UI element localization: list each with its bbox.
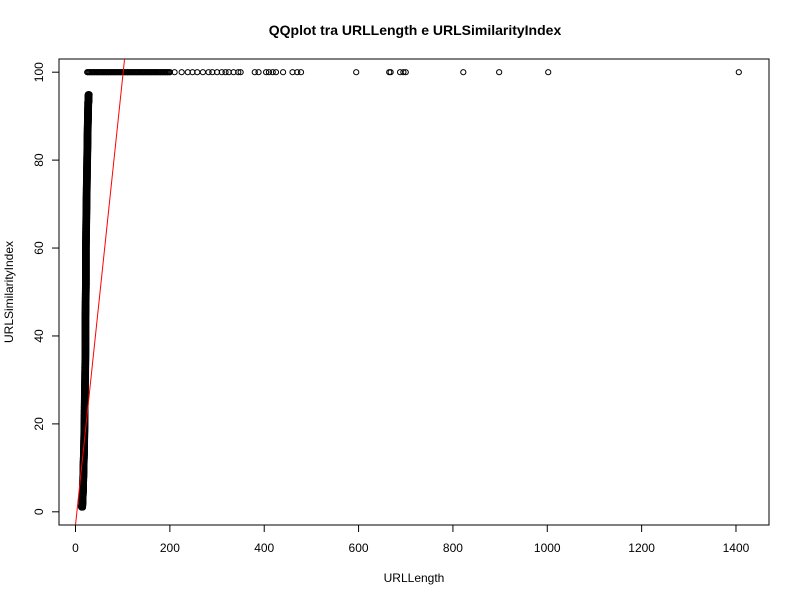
data-point [735, 69, 742, 76]
x-tick-label: 0 [72, 541, 79, 555]
data-point [545, 69, 552, 76]
data-point [263, 69, 270, 76]
x-axis: 0 200 400 600 800 1000 1200 1400 [72, 524, 750, 555]
data-point [353, 69, 360, 76]
data-point [235, 69, 242, 76]
x-tick-label: 600 [349, 541, 369, 555]
x-tick-label: 1000 [534, 541, 561, 555]
data-point [272, 69, 280, 76]
data-point [178, 69, 185, 76]
data-point [279, 69, 287, 76]
plot-frame [58, 58, 770, 526]
y-tick-label: 100 [32, 62, 46, 82]
y-tick-label: 80 [32, 153, 46, 167]
data-point [460, 69, 467, 76]
data-point [85, 90, 92, 98]
data-point [218, 69, 225, 76]
data-point [496, 69, 503, 76]
data-point [205, 69, 212, 76]
data-point [297, 69, 305, 76]
data-point [265, 69, 273, 76]
reference-line [75, 59, 126, 525]
x-tick-label: 1400 [723, 541, 750, 555]
y-axis-label: URLSimilarityIndex [2, 241, 16, 343]
y-tick-label: 40 [32, 329, 46, 343]
y-tick-label: 20 [32, 417, 46, 431]
data-point [222, 69, 229, 76]
data-point [255, 69, 262, 76]
plot-area [75, 59, 742, 525]
data-point [294, 69, 301, 76]
data-point [387, 69, 394, 76]
data-point [166, 69, 173, 76]
data-point [269, 69, 276, 76]
y-tick-label: 0 [32, 508, 46, 515]
y-axis: 0 20 40 60 80 100 [32, 62, 60, 515]
data-point [237, 69, 244, 76]
data-point [251, 69, 258, 76]
x-tick-label: 200 [160, 541, 180, 555]
data-point [402, 69, 409, 76]
x-tick-label: 400 [254, 541, 274, 555]
x-axis-label: URLLength [384, 571, 445, 585]
data-point [400, 69, 407, 76]
y-tick-label: 60 [32, 241, 46, 255]
data-point [199, 69, 206, 76]
x-tick-label: 800 [443, 541, 463, 555]
chart-title: QQplot tra URLLength e URLSimilarityInde… [269, 22, 562, 38]
x-tick-label: 1200 [628, 541, 655, 555]
